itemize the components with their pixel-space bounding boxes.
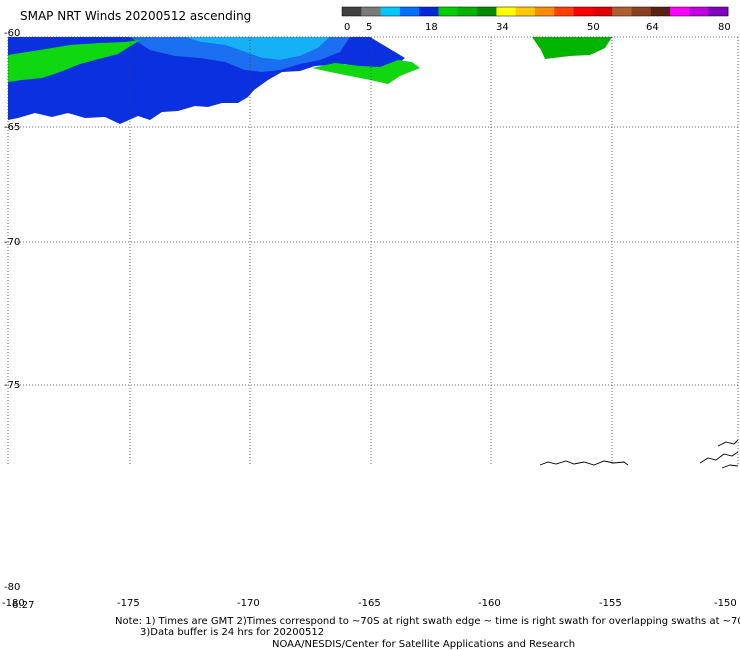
lat-label-75: -75 [4,380,20,391]
latitude-labels: -60 -65 -70 -75 -80 [4,28,20,593]
colorbar-tick-64: 64 [646,22,659,33]
colorbar-segment [631,7,652,16]
coastline [539,439,739,469]
colorbar-segment [477,7,497,16]
colorbar-segment [419,7,439,16]
colorbar-segment [612,7,632,16]
colorbar-tick-5: 5 [366,22,372,33]
lon-label-165: -165 [358,598,381,609]
colorbar-segment [670,7,690,16]
wind-speed-colorbar: 0 5 18 34 50 64 80 [341,6,731,33]
swath-lightblue-region [185,37,330,60]
colorbar-tick-80: 80 [718,22,731,33]
coastline-segment-3 [717,439,739,447]
longitude-labels: -180 -175 -170 -165 -160 -155 -150 [2,598,737,609]
colorbar-segment [342,7,362,16]
credit-line: NOAA/NESDIS/Center for Satellite Applica… [272,639,576,650]
map-title: SMAP NRT Winds 20200512 ascending [20,9,252,23]
colorbar-tick-0: 0 [344,22,350,33]
colorbar-ticks: 0 5 18 34 50 64 80 [344,22,731,33]
colorbar-segment [650,7,671,16]
wind-swath-east-patch [532,37,612,59]
colorbar-segment [535,7,555,16]
colorbar-tick-50: 50 [587,22,600,33]
lat-label-60: -60 [4,28,20,39]
colorbar-segment [554,7,574,16]
colorbar-segment [399,7,420,16]
swath-midblue-region [130,37,350,72]
lon-label-175: -175 [117,598,140,609]
swath-time-label: 6:27 [12,600,35,611]
lon-label-180: -180 [2,598,25,609]
swath-green-band-east [312,60,420,84]
colorbar-segment [592,7,613,16]
note-line-2: 3)Data buffer is 24 hrs for 20200512 [140,627,325,638]
coastline-segment-2 [699,451,739,464]
colorbar-segments [342,7,729,16]
colorbar-segment [689,7,710,16]
colorbar-segment [708,7,729,16]
wind-swath-west [8,37,420,124]
lon-label-160: -160 [478,598,501,609]
lon-label-155: -155 [599,598,622,609]
colorbar-tick-18: 18 [425,22,438,33]
lat-label-70: -70 [4,237,20,248]
colorbar-segment [380,7,401,16]
colorbar-segment [457,7,478,16]
lon-label-170: -170 [237,598,260,609]
colorbar-segment [573,7,594,16]
lat-label-80: -80 [4,582,20,593]
colorbar-segment [438,7,459,16]
note-line-1: Note: 1) Times are GMT 2)Times correspon… [115,616,740,627]
coastline-segment-4 [721,464,739,469]
lat-label-65: -65 [4,122,20,133]
lon-label-150: -150 [714,598,737,609]
graticule [7,36,740,465]
swath-green-band-west [8,40,140,82]
colorbar-segment [361,7,381,16]
colorbar-tick-34: 34 [496,22,509,33]
colorbar-segment [496,7,517,16]
colorbar-segment [515,7,536,16]
coastline-segment-1 [539,460,629,466]
colorbar-frame [341,6,729,17]
